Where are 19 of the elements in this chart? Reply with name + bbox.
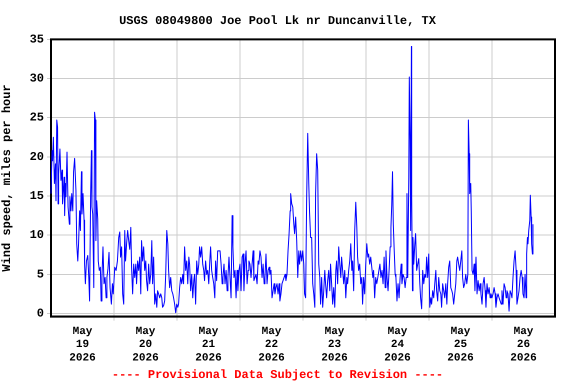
chart-title: USGS 08049800 Joe Pool Lk nr Duncanville, TX: [119, 14, 437, 28]
x-tick-label: May 22 2026: [258, 326, 285, 364]
text: ---- Provisional Data Subject to Revision ----: [112, 368, 444, 382]
y-tick-label: 0: [36, 306, 44, 320]
y-tick-label: 20: [30, 150, 44, 164]
y-tick-label: 15: [30, 189, 44, 204]
x-tick-label: May 23 2026: [321, 326, 348, 364]
x-tick-label: May 26 2026: [510, 326, 537, 364]
x-tick-label: May 20 2026: [132, 326, 159, 364]
x-tick-label: May 19 2026: [69, 326, 96, 364]
x-tick-label: May 25 2026: [447, 326, 474, 364]
y-tick-label: 5: [36, 267, 44, 282]
y-axis-title: Wind speed, miles per hour: [0, 84, 14, 272]
y-tick-label: 10: [30, 228, 44, 242]
x-tick-label: May 21 2026: [195, 326, 222, 364]
x-tick-label: May 24 2026: [384, 326, 411, 364]
y-tick-label: 35: [30, 32, 44, 46]
y-tick-label: 30: [30, 72, 44, 86]
y-tick-label: 25: [30, 110, 44, 125]
